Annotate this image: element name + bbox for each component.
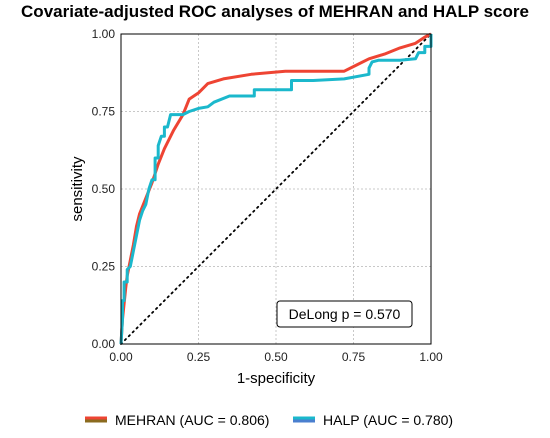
series-layer bbox=[119, 32, 433, 345]
annotation-text: DeLong p = 0.570 bbox=[289, 306, 401, 322]
reference-diagonal-layer bbox=[120, 33, 432, 345]
series-line-halp bbox=[119, 34, 433, 345]
y-tick-label: 0.75 bbox=[92, 105, 116, 119]
delong-annotation: DeLong p = 0.570 bbox=[276, 300, 413, 328]
chart-title: Covariate-adjusted ROC analyses of MEHRA… bbox=[21, 2, 529, 21]
legend-label-halp: HALP (AUC = 0.780) bbox=[323, 412, 453, 428]
y-tick-label: 0.50 bbox=[92, 182, 116, 196]
y-tick-label: 0.00 bbox=[92, 337, 116, 351]
plot-area-border bbox=[120, 33, 432, 345]
x-axis-title: 1-specificity bbox=[237, 370, 316, 387]
reference-diagonal bbox=[120, 33, 432, 345]
y-tick-label: 1.00 bbox=[92, 27, 116, 41]
legend-label-mehran: MEHRAN (AUC = 0.806) bbox=[115, 412, 269, 428]
x-tick-label: 1.00 bbox=[419, 350, 443, 364]
annotation-box bbox=[276, 300, 413, 328]
x-tick-label: 0.25 bbox=[187, 350, 211, 364]
x-tick-label: 0.75 bbox=[342, 350, 366, 364]
legend: MEHRAN (AUC = 0.806) HALP (AUC = 0.780) bbox=[85, 412, 453, 428]
y-tick-label: 0.25 bbox=[92, 260, 116, 274]
y-axis-title: sensitivity bbox=[69, 156, 86, 222]
tick-layer: 0.000.00 0.25 0.25 0.50 0.50 0.75 0.75 1.00 1.00 bbox=[92, 27, 443, 364]
x-tick-label: 0.50 bbox=[264, 350, 288, 364]
x-tick-label: 0.00 bbox=[109, 350, 133, 364]
